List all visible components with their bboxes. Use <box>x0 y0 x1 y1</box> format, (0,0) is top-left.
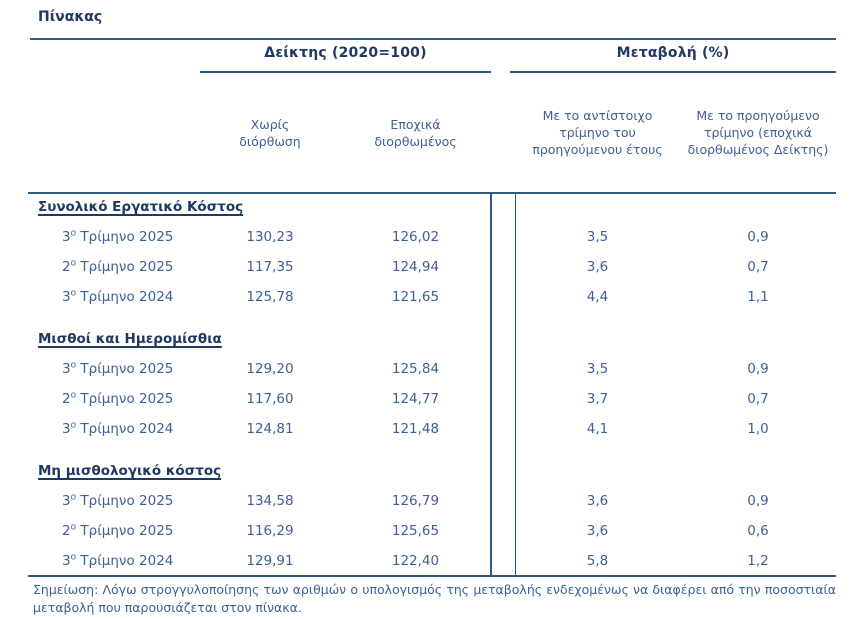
change-group-underline <box>510 71 836 73</box>
seasonal-index-value: 121,48 <box>391 421 440 437</box>
column-header-unadjusted-label: Χωρίς διόρθωση <box>239 116 301 149</box>
table-row: 3ο Τρίμηνο 2025 134,58 126,79 3,6 0,9 <box>30 486 836 516</box>
table-row: 3ο Τρίμηνο 2024 125,78 121,65 4,4 1,1 <box>30 282 836 312</box>
quarter-label: 3ο Τρίμηνο 2025 <box>62 228 174 245</box>
seasonal-index-value: 125,84 <box>391 361 440 377</box>
qoq-change-value: 0,6 <box>747 523 769 539</box>
qoq-change-value: 1,2 <box>747 553 769 569</box>
qoq-change-value: 0,9 <box>747 493 769 509</box>
yoy-change-value: 3,5 <box>586 361 609 377</box>
table-row: 3ο Τρίμηνο 2025 130,23 126,02 3,5 0,9 <box>30 222 836 252</box>
quarter-label: 2ο Τρίμηνο 2025 <box>62 522 174 539</box>
section-header-non-wage-cost: Μη μισθολογικό κόστος <box>38 463 222 479</box>
qoq-change-value: 1,0 <box>747 421 769 437</box>
quarter-label: 3ο Τρίμηνο 2025 <box>62 492 174 509</box>
qoq-change-value: 0,7 <box>747 391 769 407</box>
seasonal-index-value: 126,02 <box>391 229 440 245</box>
column-header-qoq-change: Με το προηγούμενο τρίμηνο (εποχικά διορθ… <box>680 74 836 191</box>
yoy-change-value: 3,6 <box>586 493 609 509</box>
yoy-change-value: 3,5 <box>586 229 609 245</box>
qoq-change-value: 0,7 <box>747 259 769 275</box>
table-row: 3ο Τρίμηνο 2025 129,20 125,84 3,5 0,9 <box>30 354 836 384</box>
yoy-change-value: 4,4 <box>586 289 609 305</box>
quarter-label: 3ο Τρίμηνο 2024 <box>62 420 174 437</box>
column-group-change: Μεταβολή (%) <box>616 45 730 61</box>
yoy-change-value: 5,8 <box>586 553 609 569</box>
quarter-label: 3ο Τρίμηνο 2024 <box>62 288 174 305</box>
seasonal-index-value: 121,65 <box>391 289 440 305</box>
column-header-qoq-change-label: Με το προηγούμενο τρίμηνο (εποχικά διορθ… <box>687 108 829 157</box>
yoy-change-value: 3,7 <box>586 391 609 407</box>
column-header-seasonal: Εποχικά διορθωμένος <box>340 74 491 191</box>
unadjusted-index-value: 116,29 <box>246 523 294 539</box>
yoy-change-value: 3,6 <box>586 259 609 275</box>
unadjusted-index-value: 124,81 <box>246 421 294 437</box>
section-header-total-labour-cost: Συνολικό Εργατικό Κόστος <box>38 199 244 215</box>
column-divider-left <box>490 193 492 576</box>
header-divider <box>28 192 836 194</box>
table-row: 2ο Τρίμηνο 2025 116,29 125,65 3,6 0,6 <box>30 516 836 546</box>
unadjusted-index-value: 134,58 <box>246 493 294 509</box>
column-header-yoy-change-label: Με το αντίστοιχο τρίμηνο του προηγούμενο… <box>532 108 663 157</box>
quarter-label: 3ο Τρίμηνο 2024 <box>62 552 174 569</box>
unadjusted-index-value: 129,91 <box>246 553 294 569</box>
column-group-index: Δείκτης (2020=100) <box>264 45 427 61</box>
page-title: Πίνακας <box>38 9 103 25</box>
table-row: 3ο Τρίμηνο 2024 124,81 121,48 4,1 1,0 <box>30 414 836 444</box>
column-header-yoy-change: Με το αντίστοιχο τρίμηνο του προηγούμενο… <box>515 74 680 191</box>
yoy-change-value: 4,1 <box>586 421 609 437</box>
quarter-label: 2ο Τρίμηνο 2025 <box>62 390 174 407</box>
index-group-underline <box>200 71 491 73</box>
column-header-unadjusted: Χωρίς διόρθωση <box>200 74 340 191</box>
table-row: 3ο Τρίμηνο 2024 129,91 122,40 5,8 1,2 <box>30 546 836 576</box>
quarter-label: 2ο Τρίμηνο 2025 <box>62 258 174 275</box>
quarter-label: 3ο Τρίμηνο 2025 <box>62 360 174 377</box>
unadjusted-index-value: 125,78 <box>246 289 294 305</box>
seasonal-index-value: 126,79 <box>391 493 440 509</box>
section-header-wages-salaries: Μισθοί και Ημερομίσθια <box>38 331 222 347</box>
top-divider <box>30 38 836 40</box>
column-header-seasonal-label: Εποχικά διορθωμένος <box>374 116 457 149</box>
bottom-divider <box>28 575 836 577</box>
table-row: 2ο Τρίμηνο 2025 117,35 124,94 3,6 0,7 <box>30 252 836 282</box>
table-body: Συνολικό Εργατικό Κόστος 3ο Τρίμηνο 2025… <box>30 196 836 576</box>
unadjusted-index-value: 117,35 <box>246 259 294 275</box>
yoy-change-value: 3,6 <box>586 523 609 539</box>
unadjusted-index-value: 130,23 <box>246 229 294 245</box>
seasonal-index-value: 124,77 <box>391 391 440 407</box>
qoq-change-value: 0,9 <box>747 229 769 245</box>
seasonal-index-value: 124,94 <box>391 259 440 275</box>
qoq-change-value: 0,9 <box>747 361 769 377</box>
unadjusted-index-value: 129,20 <box>246 361 294 377</box>
table-row: 2ο Τρίμηνο 2025 117,60 124,77 3,7 0,7 <box>30 384 836 414</box>
column-divider-right <box>515 193 516 576</box>
seasonal-index-value: 125,65 <box>391 523 440 539</box>
qoq-change-value: 1,1 <box>747 289 769 305</box>
footnote: Σημείωση: Λόγω στρογγυλοποίησης των αριθ… <box>33 582 836 615</box>
seasonal-index-value: 122,40 <box>391 553 440 569</box>
unadjusted-index-value: 117,60 <box>246 391 294 407</box>
